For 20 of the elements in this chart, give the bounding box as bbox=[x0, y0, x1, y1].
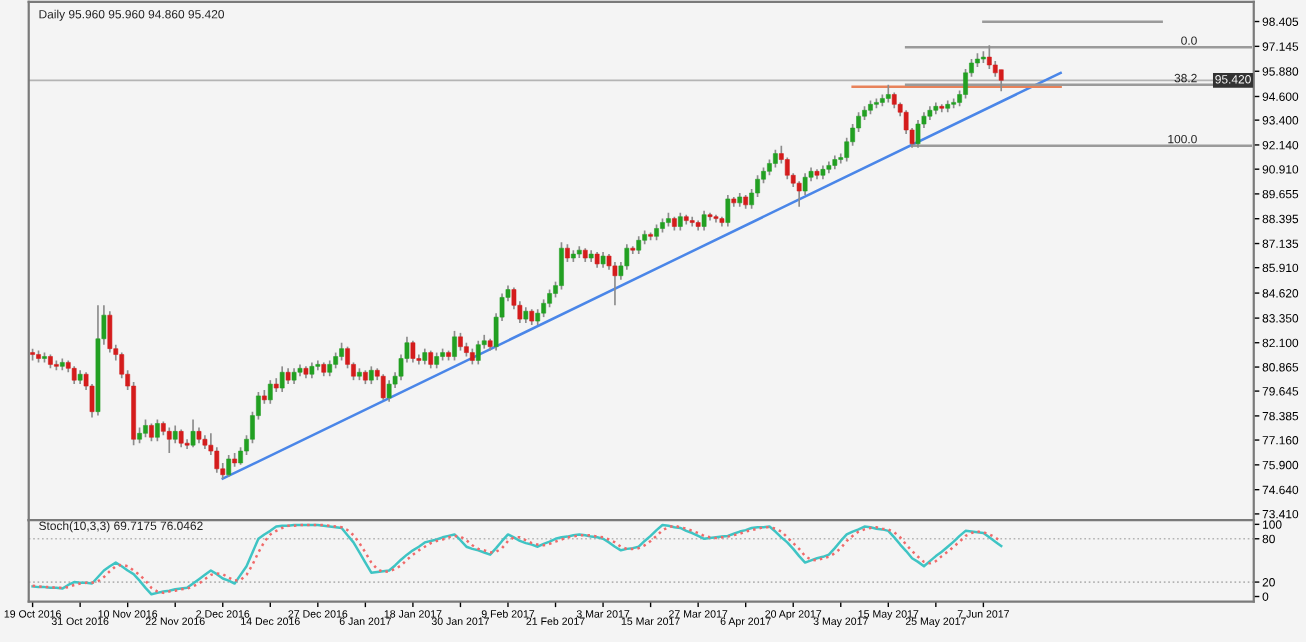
candlestick bbox=[452, 330, 457, 362]
candlestick bbox=[725, 194, 731, 228]
candlestick bbox=[796, 180, 802, 208]
candlestick bbox=[386, 379, 392, 403]
candlestick bbox=[410, 339, 416, 364]
candlestick bbox=[612, 261, 618, 307]
candlestick bbox=[190, 418, 196, 448]
candlestick bbox=[986, 44, 992, 70]
candlestick bbox=[267, 379, 273, 405]
candlestick bbox=[155, 418, 160, 443]
candlestick bbox=[701, 209, 707, 232]
candlestick bbox=[915, 119, 921, 149]
candlestick bbox=[279, 365, 285, 393]
candlestick bbox=[559, 241, 564, 291]
candlestick bbox=[380, 373, 386, 401]
candlestick bbox=[226, 454, 232, 478]
candlestick bbox=[166, 426, 172, 454]
candlestick bbox=[107, 310, 113, 354]
candlestick bbox=[475, 339, 481, 366]
candlestick bbox=[998, 68, 1004, 93]
